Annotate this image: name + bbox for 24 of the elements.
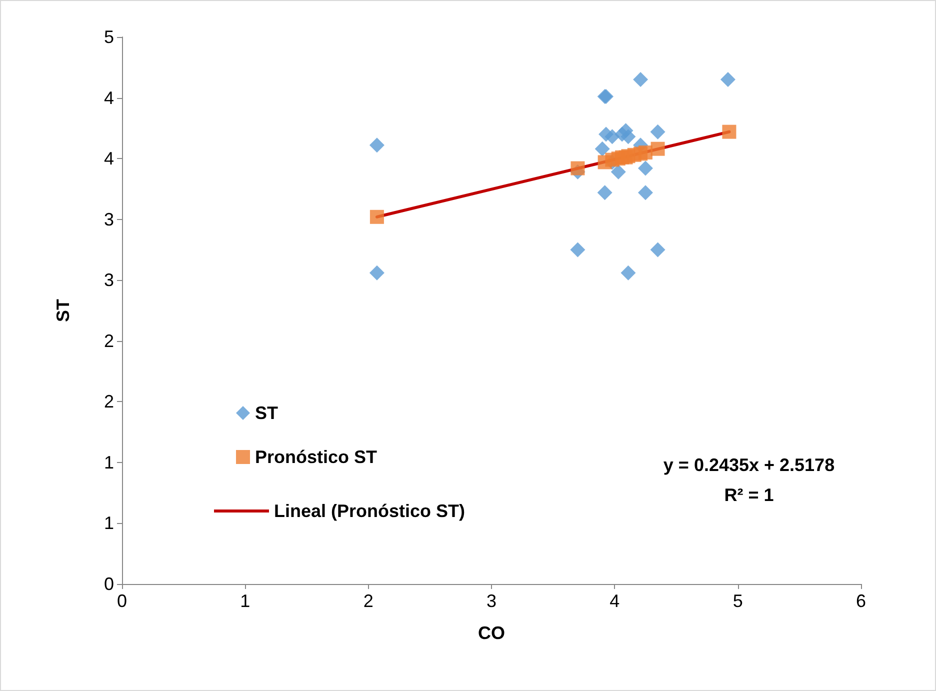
x-tick-label: 4 xyxy=(610,591,620,611)
x-tick-label: 3 xyxy=(486,591,497,611)
x-tick-label: 1 xyxy=(240,591,250,611)
x-tick-label: 2 xyxy=(363,591,374,611)
y-tick-label: 1 xyxy=(104,513,114,534)
y-axis-title: ST xyxy=(53,298,73,322)
y-tick-label: 2 xyxy=(104,392,114,412)
y-tick-label: 3 xyxy=(104,209,114,230)
annotation: y = 0.2435x + 2.5178 xyxy=(663,455,835,475)
legend-label: ST xyxy=(255,403,278,423)
x-tick-label: 0 xyxy=(116,591,128,611)
y-tick-label: 0 xyxy=(104,574,114,594)
y-tick-label: 4 xyxy=(104,88,114,108)
x-tick-label: 5 xyxy=(732,591,743,611)
y-tick-label: 2 xyxy=(104,330,114,351)
legend-label: Lineal (Pronóstico ST) xyxy=(274,501,466,521)
legend-label: Pronóstico ST xyxy=(255,447,378,467)
x-tick-label: 6 xyxy=(856,591,866,611)
y-tick-label: 4 xyxy=(104,148,114,169)
x-axis-title: CO xyxy=(478,623,505,643)
y-tick-label: 5 xyxy=(104,27,114,47)
y-tick-label: 1 xyxy=(104,452,114,472)
annotation: R² = 1 xyxy=(724,485,774,505)
y-tick-label: 3 xyxy=(104,270,114,290)
